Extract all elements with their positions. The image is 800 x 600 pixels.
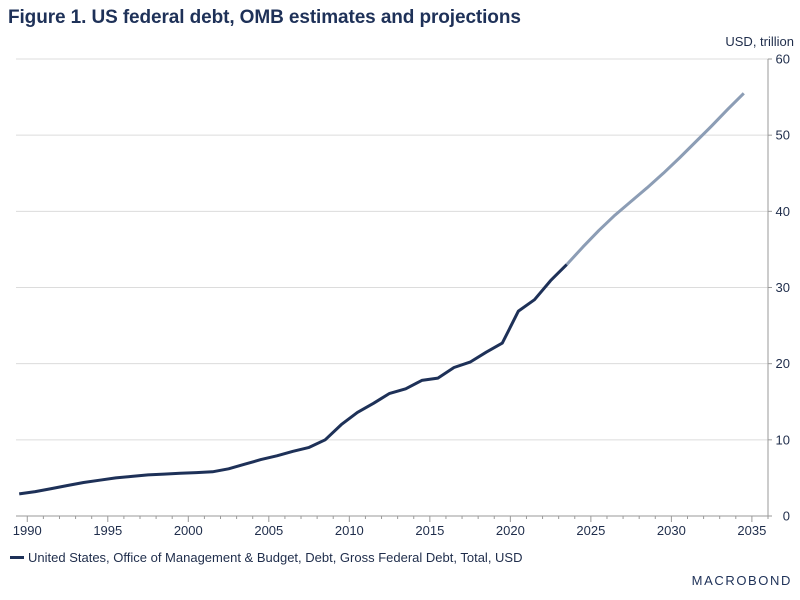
chart-title: Figure 1. US federal debt, OMB estimates… — [8, 7, 521, 28]
y-tick-label: 40 — [776, 204, 790, 219]
y-tick-label: 20 — [776, 356, 790, 371]
x-tick-label: 1995 — [93, 523, 122, 538]
y-tick-label: 0 — [783, 509, 790, 524]
series-lines — [18, 92, 745, 496]
x-tick-label: 2000 — [174, 523, 203, 538]
y-tick-label: 60 — [776, 52, 790, 67]
x-tick-label: 2020 — [496, 523, 525, 538]
x-tick-label: 2030 — [657, 523, 686, 538]
x-tick-label: 1990 — [13, 523, 42, 538]
legend-swatch — [10, 556, 24, 559]
x-tick-label: 2005 — [254, 523, 283, 538]
legend-label: United States, Office of Management & Bu… — [28, 550, 523, 565]
x-tick-label: 2025 — [576, 523, 605, 538]
series-line-projection — [565, 92, 745, 266]
y-axis-unit-label: USD, trillion — [725, 34, 794, 49]
gridlines — [16, 58, 768, 441]
macrobond-logo: MACROBOND — [691, 573, 792, 588]
legend: United States, Office of Management & Bu… — [10, 550, 523, 565]
series-line-historical — [18, 263, 568, 496]
y-tick-label: 30 — [776, 280, 790, 295]
y-tick-label: 50 — [776, 128, 790, 143]
x-tick-label: 2015 — [415, 523, 444, 538]
x-tick-label: 2035 — [737, 523, 766, 538]
x-tick-label: 2010 — [335, 523, 364, 538]
y-tick-label: 10 — [776, 432, 790, 447]
